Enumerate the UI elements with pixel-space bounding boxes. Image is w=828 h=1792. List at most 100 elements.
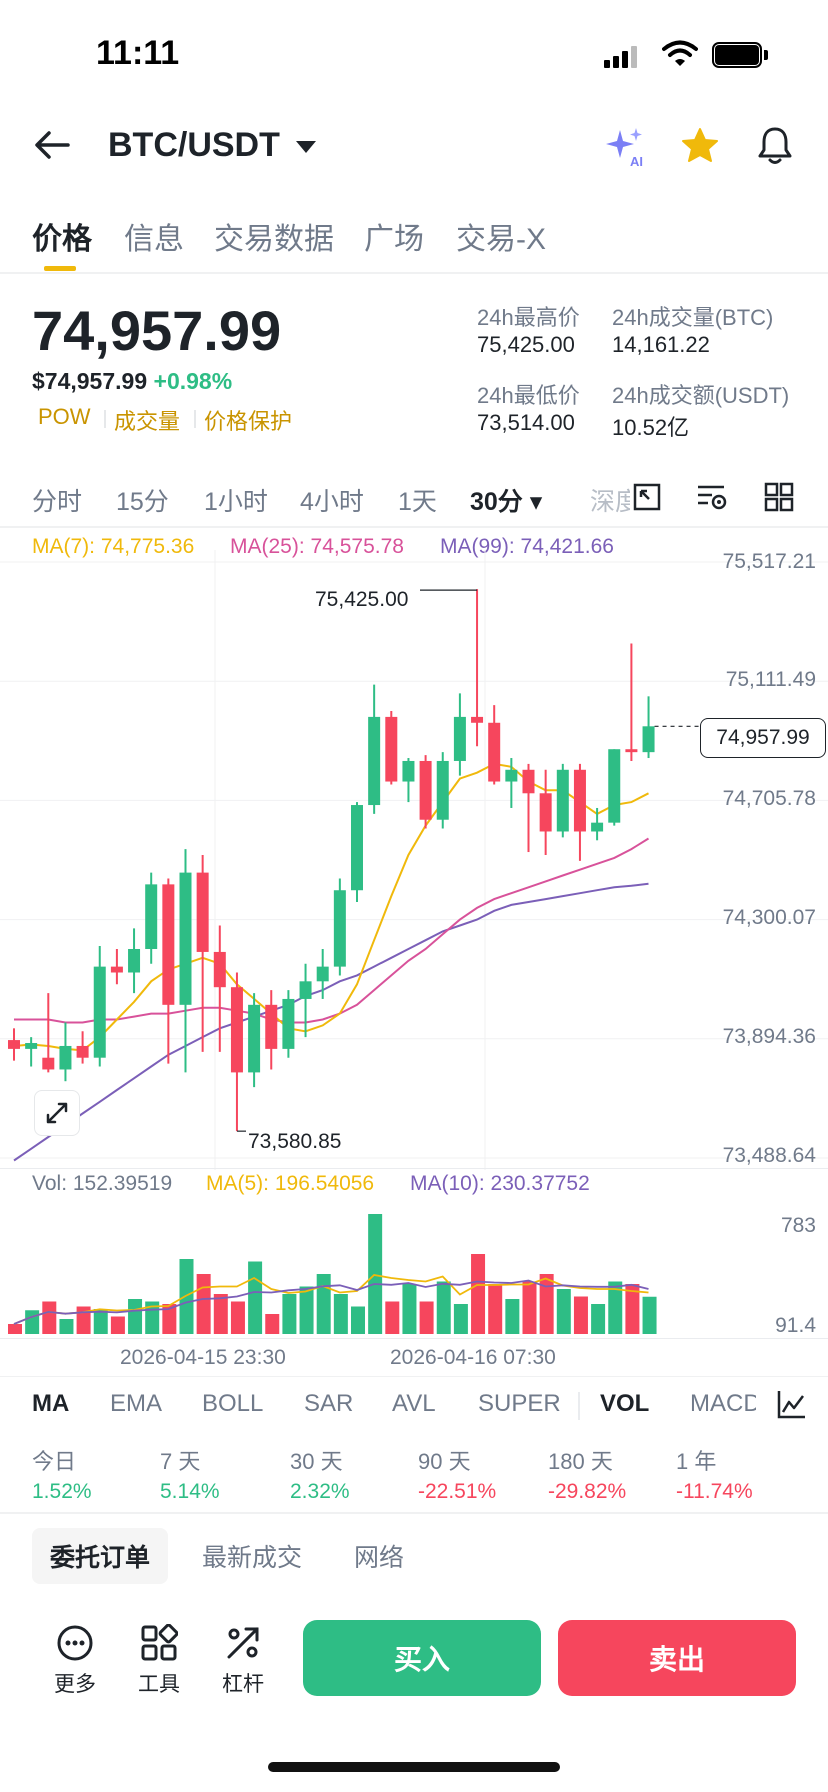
- candle: [488, 705, 501, 785]
- candle: [128, 928, 141, 994]
- volume-bar: [573, 1296, 588, 1334]
- indicator-ema[interactable]: EMA: [110, 1390, 163, 1417]
- volume-bar: [642, 1296, 657, 1334]
- volume-bar: [316, 1274, 331, 1334]
- price-axis-label: 75,111.49: [725, 668, 816, 691]
- perf-value-90d: -22.51%: [418, 1480, 497, 1503]
- tf-30m[interactable]: 30分 ▾: [470, 488, 543, 516]
- volume-bar: [488, 1284, 503, 1334]
- usd-price: $74,957.99: [32, 368, 148, 394]
- indicator-ma[interactable]: MA: [32, 1390, 70, 1417]
- pair-selector[interactable]: BTC/USDT: [108, 126, 317, 165]
- expand-arrows-icon: [46, 1102, 68, 1124]
- candle: [351, 802, 363, 902]
- candle: [419, 755, 432, 829]
- chart-settings-icon[interactable]: [696, 482, 728, 512]
- price-axis-label: 74,705.78: [722, 787, 816, 810]
- volume-divider: [0, 1168, 828, 1169]
- ma7-legend: MA(7): 74,775.36: [32, 535, 195, 558]
- tabs-divider: [0, 272, 828, 274]
- indicator-boll[interactable]: BOLL: [202, 1390, 264, 1417]
- indicator-settings-icon[interactable]: [776, 1388, 808, 1420]
- tab-network[interactable]: 网络: [354, 1544, 405, 1572]
- indicator-sar[interactable]: SAR: [304, 1390, 354, 1417]
- tab-open-orders[interactable]: 委托订单: [32, 1528, 169, 1584]
- candle: [556, 763, 569, 838]
- tf-15m[interactable]: 15分: [116, 488, 169, 516]
- home-indicator: [268, 1762, 560, 1772]
- low-24h-value: 73,514.00: [477, 410, 575, 435]
- candle: [385, 711, 398, 785]
- vol-legend: Vol: 152.39519: [32, 1172, 173, 1195]
- perf-label-7d: 7 天: [160, 1449, 201, 1474]
- high-24h-value: 75,425.00: [477, 332, 575, 357]
- volume-chart[interactable]: [0, 1200, 828, 1340]
- candle: [213, 925, 226, 1052]
- candle: [265, 990, 278, 1070]
- tag-price-protection[interactable]: 价格保护: [204, 409, 293, 434]
- favorite-star-icon[interactable]: [680, 126, 720, 166]
- candlestick-chart[interactable]: [0, 550, 828, 1170]
- tab-info[interactable]: 信息: [124, 223, 184, 256]
- tab-square[interactable]: 广场: [364, 223, 424, 256]
- tag-volume[interactable]: 成交量: [114, 409, 181, 434]
- volume-bar: [419, 1301, 434, 1334]
- price-change-pct: +0.98%: [153, 368, 233, 394]
- tools-icon[interactable]: [140, 1624, 178, 1662]
- sell-button[interactable]: 卖出: [558, 1620, 796, 1696]
- tf-1d[interactable]: 1天: [398, 488, 437, 516]
- price-axis-label: 75,517.21: [722, 550, 816, 573]
- indicator-macd[interactable]: MACD: [690, 1390, 756, 1417]
- candle: [248, 993, 261, 1088]
- volume-bar: [110, 1316, 125, 1334]
- indicator-avl[interactable]: AVL: [392, 1390, 436, 1417]
- volume-bar: [248, 1261, 263, 1334]
- ma99-legend: MA(99): 74,421.66: [440, 535, 614, 558]
- ai-sparkle-icon[interactable]: AI: [604, 124, 648, 168]
- leverage-icon[interactable]: [224, 1624, 262, 1662]
- vol-axis-label: 91.4: [775, 1314, 816, 1337]
- candle: [591, 807, 604, 841]
- candle: [453, 693, 466, 776]
- more-icon[interactable]: [56, 1624, 94, 1662]
- tab-latest-trades[interactable]: 最新成交: [202, 1544, 303, 1572]
- low-24h-label: 24h最低价: [477, 383, 580, 408]
- volume-bar: [539, 1274, 554, 1334]
- tf-line[interactable]: 分时: [32, 488, 83, 516]
- candle: [196, 854, 209, 1052]
- ma99-series-line: [13, 882, 649, 1162]
- volume-bar: [93, 1309, 108, 1334]
- bell-icon[interactable]: [756, 124, 794, 166]
- tools-label[interactable]: 工具: [138, 1673, 180, 1696]
- indicator-vol[interactable]: VOL: [600, 1390, 650, 1417]
- tab-trade-x[interactable]: 交易-X: [456, 223, 546, 256]
- tf-1h[interactable]: 1小时: [204, 488, 268, 516]
- tab-price[interactable]: 价格: [32, 223, 92, 256]
- indicator-super[interactable]: SUPER: [478, 1390, 561, 1417]
- volume-bar: [128, 1299, 143, 1334]
- tab-trading-data[interactable]: 交易数据: [214, 223, 334, 256]
- candle: [608, 749, 621, 826]
- back-arrow-icon[interactable]: [34, 130, 70, 160]
- status-time: 11:11: [96, 34, 180, 72]
- perf-divider: [0, 1512, 828, 1514]
- vol-axis-label: 783: [780, 1214, 816, 1237]
- candle: [25, 1037, 38, 1067]
- tf-4h[interactable]: 4小时: [300, 488, 364, 516]
- more-label[interactable]: 更多: [54, 1673, 96, 1696]
- perf-value-7d: 5.14%: [160, 1480, 220, 1503]
- volume-bar: [608, 1281, 623, 1334]
- candle: [522, 763, 535, 853]
- candle: [368, 684, 381, 814]
- expand-chart-button[interactable]: [34, 1090, 80, 1136]
- layout-grid-icon[interactable]: [764, 482, 794, 512]
- leverage-label[interactable]: 杠杆: [222, 1673, 264, 1696]
- candle: [573, 763, 586, 861]
- vol-btc-value: 14,161.22: [612, 332, 710, 357]
- buy-button[interactable]: 买入: [303, 1620, 541, 1696]
- fullscreen-icon[interactable]: [632, 482, 662, 512]
- volume-bar: [436, 1281, 451, 1334]
- current-price-tag-value: 74,957.99: [716, 726, 810, 749]
- tag-pow[interactable]: POW: [38, 404, 91, 429]
- tf-depth[interactable]: 深度: [590, 488, 630, 516]
